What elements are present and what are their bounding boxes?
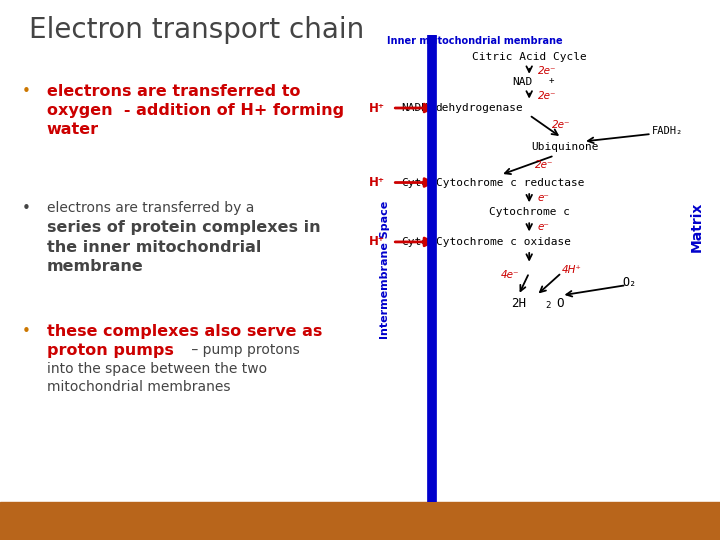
Text: – pump protons: – pump protons: [187, 343, 300, 357]
Text: electrons are transferred by a: electrons are transferred by a: [47, 201, 254, 215]
Text: H⁺: H⁺: [369, 102, 385, 114]
Text: +: +: [549, 76, 554, 85]
Text: 2: 2: [546, 301, 551, 309]
Text: Cytochrome c: Cytochrome c: [489, 207, 570, 217]
Text: •: •: [22, 324, 30, 339]
Text: FADH₂: FADH₂: [652, 126, 683, 136]
Text: Inner m: Inner m: [387, 36, 430, 45]
Text: H⁺: H⁺: [369, 176, 385, 189]
Text: 4e⁻: 4e⁻: [500, 271, 519, 280]
Text: Cyto: Cyto: [402, 178, 428, 187]
Text: Intermembrane Space: Intermembrane Space: [380, 201, 390, 339]
Text: itochondrial membrane: itochondrial membrane: [434, 36, 563, 45]
Text: 2H: 2H: [511, 297, 526, 310]
Text: H⁺: H⁺: [369, 235, 385, 248]
Text: NAD: NAD: [512, 77, 532, 87]
Text: O₂: O₂: [623, 276, 637, 289]
Text: these complexes also serve as: these complexes also serve as: [47, 324, 322, 339]
Text: e⁻: e⁻: [538, 193, 549, 203]
Text: Cytochrome c reductase: Cytochrome c reductase: [436, 178, 584, 187]
Text: Citric Acid Cycle: Citric Acid Cycle: [472, 52, 587, 62]
Text: into the space between the two
mitochondrial membranes: into the space between the two mitochond…: [47, 362, 267, 394]
Text: Electron transport chain: Electron transport chain: [29, 16, 364, 44]
Text: dehydrogenase: dehydrogenase: [436, 103, 523, 113]
Text: •: •: [22, 84, 30, 99]
Text: 2e⁻: 2e⁻: [538, 91, 557, 101]
Text: electrons are transferred to
oxygen  - addition of H+ forming
water: electrons are transferred to oxygen - ad…: [47, 84, 344, 137]
Text: •: •: [22, 201, 30, 216]
Text: 2e⁻: 2e⁻: [538, 66, 557, 76]
Text: 4H⁺: 4H⁺: [562, 265, 582, 275]
Text: Matrix: Matrix: [690, 201, 704, 252]
Text: NADH: NADH: [402, 103, 428, 113]
Text: Cyto: Cyto: [402, 237, 428, 247]
Text: Cytochrome c oxidase: Cytochrome c oxidase: [436, 237, 570, 247]
Bar: [0, 502, 720, 540]
Text: series of protein complexes in
the inner mitochondrial
membrane: series of protein complexes in the inner…: [47, 220, 320, 274]
Text: 2e⁻: 2e⁻: [535, 160, 554, 170]
Text: proton pumps: proton pumps: [47, 343, 174, 358]
Text: e⁻: e⁻: [538, 222, 549, 232]
Text: Ubiquinone: Ubiquinone: [531, 142, 599, 152]
Text: 2e⁻: 2e⁻: [552, 120, 571, 130]
Text: O: O: [557, 297, 564, 310]
